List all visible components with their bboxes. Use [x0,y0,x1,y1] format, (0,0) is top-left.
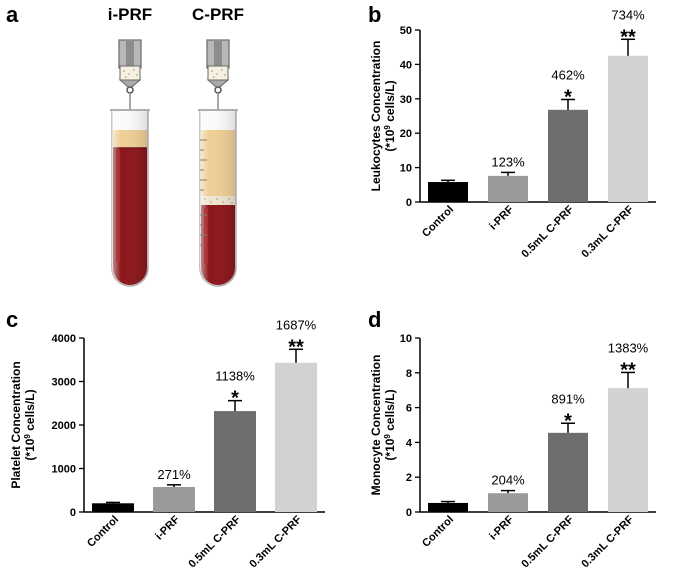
platelet-chart: 0 1000 2000 3000 4000 Platelet Concentration(… [9,317,325,570]
percent-label: 1138% [215,369,255,384]
percent-label: 462% [551,67,585,82]
y-tick-label: 0 [70,507,76,519]
significance-marker: * [231,388,239,410]
significance-marker: * [564,86,572,108]
y-axis-unit-label: (*109 cells/L) [383,80,398,151]
panel-c: c 0 1000 2000 3000 4000 Platelet Concentratio… [6,307,325,570]
category-label: Control [420,204,456,240]
bar-i-prf [488,175,528,202]
y-axis-unit-label: (*109 cells/L) [383,389,398,460]
y-tick-label: 30 [400,94,412,106]
percent-label: 1687% [276,317,317,332]
category-label: 0.3mL C-PRF [579,513,636,570]
category-label: 0.5mL C-PRF [519,203,576,260]
tube-c-prf [198,109,238,287]
y-tick-label: 4000 [52,333,76,345]
panel-d: d 0 2 4 6 8 10 Monocyte Concentration (*109 cel… [368,307,656,570]
category-label: 0.3mL C-PRF [247,513,304,570]
y-axis-label: Leukocytes Concentration [369,41,383,192]
tube-label-c-prf: C-PRF [192,5,244,24]
y-tick-label: 20 [400,128,412,140]
panel-c-label: c [6,307,18,332]
y-axis-label: Platelet Concentration [9,361,23,488]
bar-0-5ml-c-prf [548,432,588,512]
significance-marker: ** [620,359,636,381]
category-label: 0.5mL C-PRF [519,513,576,570]
tube-i-prf [110,109,150,287]
y-tick-label: 50 [400,25,412,37]
y-tick-label: 2000 [52,420,76,432]
monocyte-chart: 0 2 4 6 8 10 Monocyte Concentration (*109 cells… [369,333,656,570]
bar-control [428,182,468,202]
percent-label: 734% [611,7,645,22]
bar-0-3ml-c-prf [275,362,317,512]
significance-marker: ** [288,336,304,358]
syringe-i-prf [118,39,142,137]
bar-0-5ml-c-prf [548,109,588,202]
panel-b-label: b [368,2,381,27]
panel-a: a i-PRF C-PRF [6,2,244,287]
category-label: i-PRF [487,513,516,542]
tube-label-i-prf: i-PRF [108,5,152,24]
bar-0-3ml-c-prf [608,388,648,512]
y-tick-label: 1000 [52,464,76,476]
y-tick-label: 40 [400,59,412,71]
y-tick-label: 8 [406,368,412,380]
bar-control [92,503,134,512]
panel-b: b 0 10 20 30 40 50 Leukocytes Concentration (*1… [368,2,656,260]
significance-marker: * [564,410,572,432]
y-tick-label: 6 [406,403,412,415]
bar-i-prf [153,486,195,512]
panel-a-label: a [6,2,19,27]
syringe-c-prf [206,39,230,196]
bar-0-5ml-c-prf [214,411,256,512]
percent-label: 123% [491,154,525,169]
y-tick-label: 10 [400,163,412,175]
category-label: 0.5mL C-PRF [186,513,243,570]
y-tick-label: 0 [406,197,412,209]
bar-control [428,502,468,512]
significance-marker: ** [620,26,636,48]
category-label: Control [85,514,121,550]
bar-i-prf [488,493,528,512]
y-tick-label: 10 [400,333,412,345]
percent-label: 271% [157,467,191,482]
bar-0-3ml-c-prf [608,55,648,202]
percent-label: 1383% [608,340,649,355]
category-label: i-PRF [153,513,182,542]
y-tick-label: 3000 [52,377,76,389]
category-label: Control [420,514,456,550]
panel-d-label: d [368,307,381,332]
category-label: i-PRF [487,203,516,232]
y-tick-label: 4 [406,437,413,449]
category-label: 0.3mL C-PRF [579,203,636,260]
y-axis-label: Monocyte Concentration [369,355,383,496]
y-axis-unit-label: (*109 cells/L) [23,389,38,460]
y-tick-label: 0 [406,507,412,519]
y-tick-label: 2 [406,472,412,484]
leukocytes-chart: 0 10 20 30 40 50 Leukocytes Concentration (*109… [369,7,656,260]
percent-label: 891% [551,391,585,406]
percent-label: 204% [491,473,525,488]
